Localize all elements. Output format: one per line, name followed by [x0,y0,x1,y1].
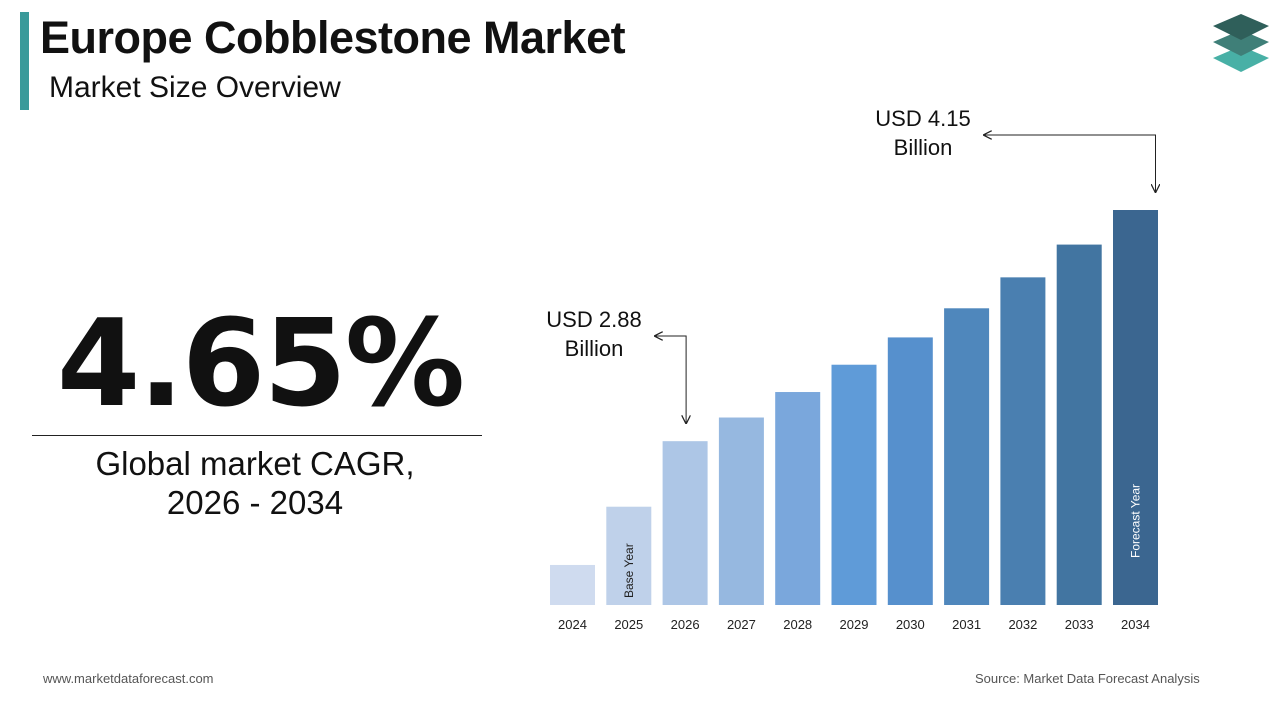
x-tick-label-2034: 2034 [1121,617,1150,632]
x-tick-label-2030: 2030 [896,617,925,632]
bar-2026 [662,441,708,605]
callout-2034-line2: Billion [894,135,953,160]
callout-2034-line1: USD 4.15 [875,106,970,131]
callout-2026-line1: USD 2.88 [546,307,641,332]
x-tick-label-2027: 2027 [727,617,756,632]
bar-annotation-forecast-year: Forecast Year [1129,484,1143,558]
bar-2029 [831,364,877,605]
footer-source: Source: Market Data Forecast Analysis [975,671,1200,686]
bar-2028 [775,392,821,605]
cagr-label-line1: Global market CAGR, [95,445,415,482]
logo-top-layer [1213,14,1269,40]
cagr-label-line2: 2026 - 2034 [166,484,344,521]
cagr-label: Global market CAGR, 2026 - 2034 [30,444,480,522]
brand-logo-icon [1213,14,1269,72]
page-subtitle: Market Size Overview [49,71,341,104]
page-title: Europe Cobblestone Market [40,12,626,63]
title-accent-bar [20,12,29,110]
x-tick-label-2031: 2031 [952,617,981,632]
callout-arrow-2026 [655,336,686,423]
x-tick-label-2032: 2032 [1008,617,1037,632]
bar-2027 [718,417,764,605]
bar-2034 [1113,210,1158,605]
x-tick-label-2026: 2026 [671,617,700,632]
bar-2032 [1000,277,1046,605]
x-tick-label-2024: 2024 [558,617,587,632]
bar-annotation-base-year: Base Year [622,543,636,598]
bar-2030 [887,337,933,605]
kpi-divider [32,435,482,436]
logo-bottom-layer [1213,46,1269,72]
x-tick-label-2033: 2033 [1065,617,1094,632]
bar-2025 [606,506,652,605]
cagr-value: 4.65% [56,295,465,434]
x-tick-label-2025: 2025 [614,617,643,632]
logo-middle-layer [1213,30,1269,56]
bar-2031 [944,308,990,605]
bar-2024 [550,564,595,605]
callout-2026-line2: Billion [565,336,624,361]
x-tick-label-2028: 2028 [783,617,812,632]
callout-arrow-2034 [984,135,1156,192]
bar-2033 [1056,244,1102,605]
footer-website: www.marketdataforecast.com [43,671,214,686]
x-tick-label-2029: 2029 [840,617,869,632]
